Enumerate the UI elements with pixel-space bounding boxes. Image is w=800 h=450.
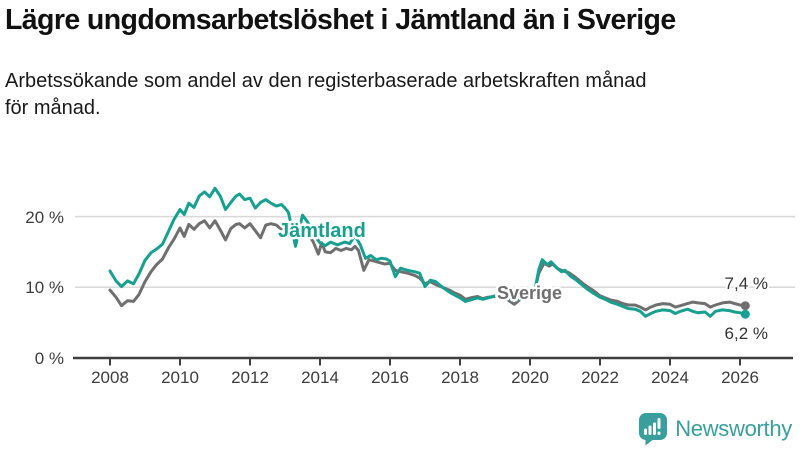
series-label-sverige: Sverige xyxy=(497,283,562,303)
bar-chart-speech-bubble-icon xyxy=(639,413,668,446)
x-tick-label: 2010 xyxy=(161,368,199,387)
y-tick-label-20: 20 % xyxy=(25,208,64,227)
y-tick-label-0: 0 % xyxy=(35,349,64,368)
endpoint-jamtland xyxy=(740,309,750,319)
line-chart: 2008 2010 2012 2014 2016 2018 2020 2022 2024 2026… xyxy=(25,186,795,387)
x-axis-ticks: 2008 2010 2012 2014 2016 2018 2020 2022 2024 2026 xyxy=(91,358,759,387)
x-tick-label: 2022 xyxy=(581,368,619,387)
end-value-jamtland: 6,2 % xyxy=(725,324,768,343)
subtitle-line-2: för månad. xyxy=(5,96,101,119)
x-tick-label: 2014 xyxy=(301,368,339,387)
subtitle-line-1: Arbetssökande som andel av den registerb… xyxy=(5,70,647,92)
line-sverige xyxy=(108,219,747,312)
x-tick-label: 2008 xyxy=(91,368,129,387)
series-label-jamtland: Jämtland xyxy=(278,220,366,242)
x-tick-label: 2016 xyxy=(371,368,409,387)
x-tick-label: 2024 xyxy=(651,368,689,387)
x-tick-label: 2020 xyxy=(511,368,549,387)
y-tick-label-10: 10 % xyxy=(25,278,64,297)
newsworthy-logo-text: Newsworthy xyxy=(675,416,792,441)
newsworthy-logo[interactable]: Newsworthy xyxy=(638,411,792,447)
page-title: Lägre ungdomsarbetslöshet i Jämtland än … xyxy=(5,4,676,36)
x-tick-label: 2012 xyxy=(231,368,269,387)
chart-subtitle: Arbetssökande som andel av den registerb… xyxy=(5,68,765,121)
endpoint-sverige xyxy=(740,301,750,311)
line-jamtland xyxy=(108,186,747,318)
x-tick-label: 2018 xyxy=(441,368,479,387)
end-value-sverige: 7,4 % xyxy=(725,274,768,293)
x-tick-label: 2026 xyxy=(721,368,759,387)
gridlines xyxy=(75,215,795,289)
